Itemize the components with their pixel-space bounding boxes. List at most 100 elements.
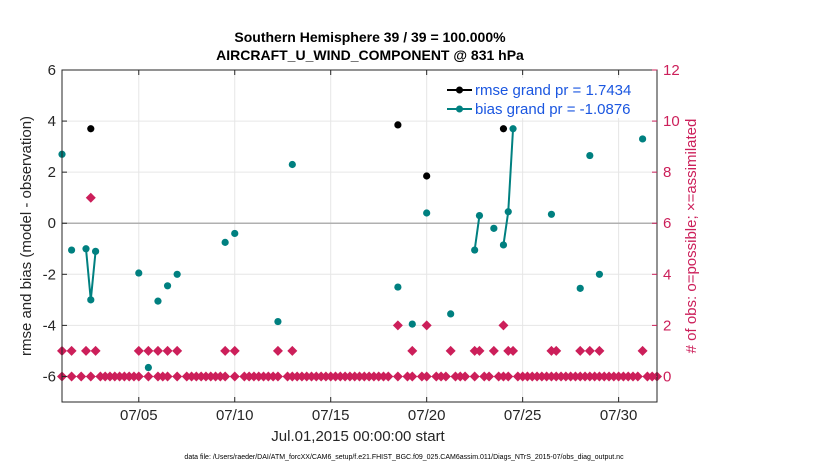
data-file-footer: data file: /Users/raeder/DAI/ATM_forcXX/… <box>184 454 624 461</box>
count-marker <box>133 371 144 382</box>
count-marker <box>469 371 480 382</box>
count-marker <box>445 345 456 356</box>
count-marker <box>220 345 231 356</box>
y-left-tick-label: -2 <box>43 266 56 283</box>
bias-point <box>82 245 90 253</box>
count-marker <box>85 371 96 382</box>
legend-bias-label: bias grand pr = -1.0876 <box>475 101 631 118</box>
y-right-tick-label: 2 <box>663 317 671 334</box>
y-left-axis-ticks: -6 -4 -2 0 2 4 6 <box>43 62 67 385</box>
count-marker <box>440 371 451 382</box>
bias-point <box>471 246 479 254</box>
count-marker <box>392 320 403 331</box>
bias-point <box>154 297 162 305</box>
y-left-tick-label: -4 <box>43 317 56 334</box>
y-right-tick-label: 10 <box>663 113 680 130</box>
bias-point <box>91 247 100 255</box>
bias-point <box>221 238 229 246</box>
bias-point <box>408 320 416 328</box>
count-marker <box>272 371 283 382</box>
y-left-tick-label: 6 <box>48 62 56 79</box>
bias-point <box>87 296 95 304</box>
count-marker <box>90 345 101 356</box>
x-axis-label: Jul.01,2015 00:00:00 start <box>271 428 445 445</box>
count-marker <box>484 371 495 382</box>
count-marker <box>172 371 183 382</box>
bias-point <box>504 208 512 216</box>
y-right-tick-label: 0 <box>663 368 671 385</box>
count-marker <box>287 345 298 356</box>
rmse-point <box>87 125 95 133</box>
bias-point <box>447 310 455 318</box>
legend: rmse grand pr = 1.7434 bias grand pr = -… <box>443 78 651 118</box>
plot-area <box>62 70 657 402</box>
bias-point <box>394 283 402 291</box>
bias-point <box>509 125 517 133</box>
count-marker <box>383 371 394 382</box>
count-marker <box>551 345 562 356</box>
count-marker <box>229 371 240 382</box>
count-marker <box>392 371 403 382</box>
bias-point <box>499 241 508 249</box>
chart-title-line1: Southern Hemisphere 39 / 39 = 100.000% <box>234 29 506 45</box>
count-marker <box>66 371 77 382</box>
legend-box <box>443 78 651 118</box>
plot-frame <box>61 69 658 403</box>
count-marker <box>66 345 77 356</box>
bias-point <box>475 211 484 220</box>
bias-point <box>547 210 556 218</box>
bias-point <box>135 269 143 277</box>
x-tick-label: 07/20 <box>408 407 446 424</box>
y-right-tick-label: 8 <box>663 164 671 181</box>
bias-point <box>490 224 498 232</box>
count-marker <box>575 345 586 356</box>
count-marker <box>80 345 91 356</box>
bias-point <box>639 135 647 143</box>
count-marker <box>229 345 240 356</box>
bias-point <box>288 160 296 169</box>
bias-point <box>576 284 584 292</box>
count-marker <box>474 345 485 356</box>
y-left-axis-label: rmse and bias (model - observation) <box>18 116 35 356</box>
bias-line-segment <box>473 215 481 251</box>
count-marker <box>162 371 173 382</box>
count-marker <box>584 345 595 356</box>
count-marker <box>503 371 514 382</box>
x-tick-label: 07/25 <box>504 407 542 424</box>
rmse-point <box>423 172 431 180</box>
count-marker <box>143 345 154 356</box>
count-marker <box>508 345 519 356</box>
y-left-tick-label: 4 <box>48 113 56 130</box>
count-marker <box>421 320 432 331</box>
count-marker <box>637 345 648 356</box>
bias-point <box>586 151 594 160</box>
bias-point <box>144 363 152 372</box>
rmse-point <box>499 125 508 133</box>
count-marker <box>407 345 418 356</box>
chart-title-line2: AIRCRAFT_U_WIND_COMPONENT @ 831 hPa <box>216 47 524 63</box>
y-right-tick-label: 6 <box>663 215 671 232</box>
y-left-tick-label: 2 <box>48 164 56 181</box>
x-tick-label: 07/15 <box>312 407 350 424</box>
bias-point <box>163 282 172 290</box>
count-marker <box>85 192 96 203</box>
x-tick-label: 07/05 <box>120 407 158 424</box>
count-marker <box>143 371 154 382</box>
bias-point <box>67 246 76 254</box>
count-marker <box>76 371 87 382</box>
y-right-tick-label: 4 <box>663 266 671 283</box>
count-marker <box>152 345 163 356</box>
bias-point <box>274 317 282 326</box>
y-left-tick-label: 0 <box>48 215 56 232</box>
legend-rmse-marker <box>456 86 463 94</box>
legend-rmse-label: rmse grand pr = 1.7434 <box>475 82 631 99</box>
bias-point <box>231 229 239 238</box>
count-marker <box>220 371 231 382</box>
bias-point <box>595 270 604 278</box>
x-axis-ticks: 07/05 07/10 07/15 07/20 07/25 07/30 <box>120 70 637 424</box>
count-markers <box>57 192 662 382</box>
count-marker <box>272 345 283 356</box>
count-marker <box>488 345 499 356</box>
count-marker <box>498 320 509 331</box>
